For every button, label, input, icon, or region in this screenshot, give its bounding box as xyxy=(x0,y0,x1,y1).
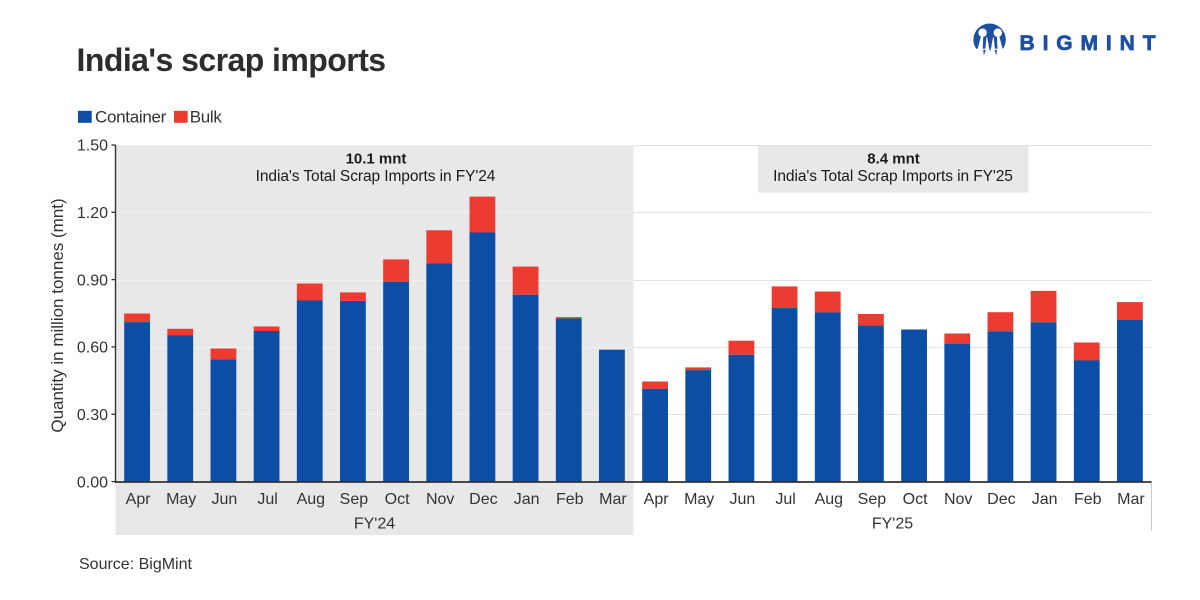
svg-text:0.90: 0.90 xyxy=(77,272,108,289)
svg-text:Jul: Jul xyxy=(257,491,277,508)
svg-text:Oct: Oct xyxy=(385,491,410,508)
svg-text:0.30: 0.30 xyxy=(77,407,108,424)
svg-text:Jun: Jun xyxy=(730,491,756,508)
svg-text:May: May xyxy=(684,491,714,508)
svg-text:Nov: Nov xyxy=(426,491,454,508)
svg-text:10.1 mnt: 10.1 mnt xyxy=(346,151,407,168)
svg-text:Bulk: Bulk xyxy=(190,108,223,127)
svg-text:Jan: Jan xyxy=(514,491,540,508)
svg-text:0.00: 0.00 xyxy=(77,474,108,491)
svg-text:Apr: Apr xyxy=(644,491,670,508)
svg-text:May: May xyxy=(166,491,196,508)
svg-text:1.50: 1.50 xyxy=(77,138,108,155)
svg-text:India's scrap imports: India's scrap imports xyxy=(77,42,386,78)
svg-text:Dec: Dec xyxy=(987,491,1015,508)
svg-text:Mar: Mar xyxy=(1117,491,1145,508)
svg-text:BIGMINT: BIGMINT xyxy=(1020,32,1164,55)
svg-text:Nov: Nov xyxy=(944,491,972,508)
svg-text:FY'25: FY'25 xyxy=(872,516,913,533)
svg-text:Source: BigMint: Source: BigMint xyxy=(79,556,192,573)
svg-text:Oct: Oct xyxy=(903,491,928,508)
svg-text:Feb: Feb xyxy=(556,491,584,508)
svg-text:Container: Container xyxy=(95,108,167,127)
svg-text:Dec: Dec xyxy=(469,491,497,508)
svg-text:India's Total Scrap Imports in: India's Total Scrap Imports in FY'24 xyxy=(256,168,496,185)
svg-text:Aug: Aug xyxy=(815,491,843,508)
svg-text:Sep: Sep xyxy=(858,491,887,508)
svg-text:1.20: 1.20 xyxy=(77,205,108,222)
svg-text:India's Total Scrap Imports in: India's Total Scrap Imports in FY'25 xyxy=(773,168,1013,185)
svg-text:8.4 mnt: 8.4 mnt xyxy=(867,151,920,168)
svg-text:Jul: Jul xyxy=(775,491,795,508)
svg-text:FY'24: FY'24 xyxy=(354,516,395,533)
svg-text:Aug: Aug xyxy=(297,491,325,508)
svg-text:Sep: Sep xyxy=(340,491,369,508)
svg-text:Mar: Mar xyxy=(599,491,627,508)
svg-text:0.60: 0.60 xyxy=(77,340,108,357)
svg-text:Feb: Feb xyxy=(1074,491,1102,508)
svg-text:Jun: Jun xyxy=(212,491,238,508)
svg-text:Apr: Apr xyxy=(126,491,152,508)
svg-text:Jan: Jan xyxy=(1032,491,1058,508)
svg-text:Quantity in million tonnes (mn: Quantity in million tonnes (mnt) xyxy=(48,198,67,432)
